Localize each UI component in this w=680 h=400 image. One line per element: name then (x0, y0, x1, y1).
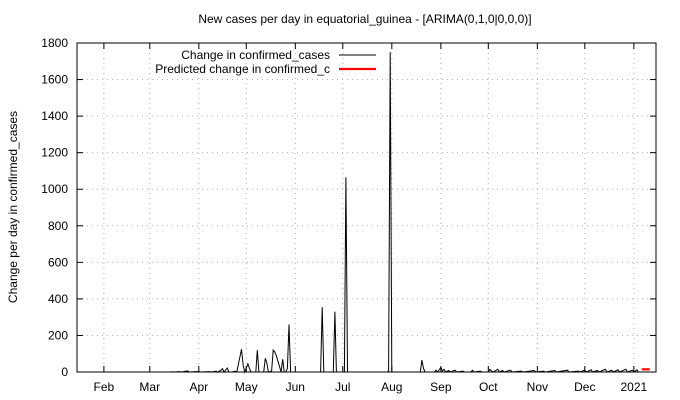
series-line-actual (170, 52, 640, 374)
grid (77, 43, 656, 372)
legend-label: Predicted change in confirmed_c (155, 62, 330, 76)
series-lines (170, 52, 650, 374)
x-tick-label: 2021 (621, 380, 648, 394)
x-tick-label: Sep (430, 380, 452, 394)
x-tick-label: May (235, 380, 258, 394)
x-tick-label: Jul (335, 380, 350, 394)
y-tick-label: 200 (48, 328, 68, 342)
y-tick-label: 0 (61, 365, 68, 379)
legend-label: Change in confirmed_cases (181, 48, 330, 62)
x-tick-label: Mar (139, 380, 160, 394)
y-axis-label: Change per day in confirmed_cases (6, 111, 20, 303)
x-tick-label: Dec (574, 380, 595, 394)
y-tick-label: 400 (48, 292, 68, 306)
y-tick-label: 1800 (41, 36, 68, 50)
y-tick-label: 1000 (41, 182, 68, 196)
y-tick-label: 800 (48, 219, 68, 233)
x-tick-label: Apr (189, 380, 208, 394)
x-tick-label: Aug (381, 380, 402, 394)
y-tick-label: 1200 (41, 146, 68, 160)
y-tick-label: 1400 (41, 109, 68, 123)
plot-frame (76, 42, 657, 373)
x-tick-label: Nov (527, 380, 548, 394)
chart-title: New cases per day in equatorial_guinea -… (198, 12, 531, 26)
x-tick-label: Feb (94, 380, 115, 394)
x-tick-label: Jun (286, 380, 305, 394)
axis-ticks: 0 200 400 600 800 1000 1200 1400 1600 1800 Feb Mar A… (41, 36, 656, 394)
y-tick-label: 600 (48, 255, 68, 269)
x-tick-label: Oct (479, 380, 498, 394)
y-tick-label: 1600 (41, 73, 68, 87)
